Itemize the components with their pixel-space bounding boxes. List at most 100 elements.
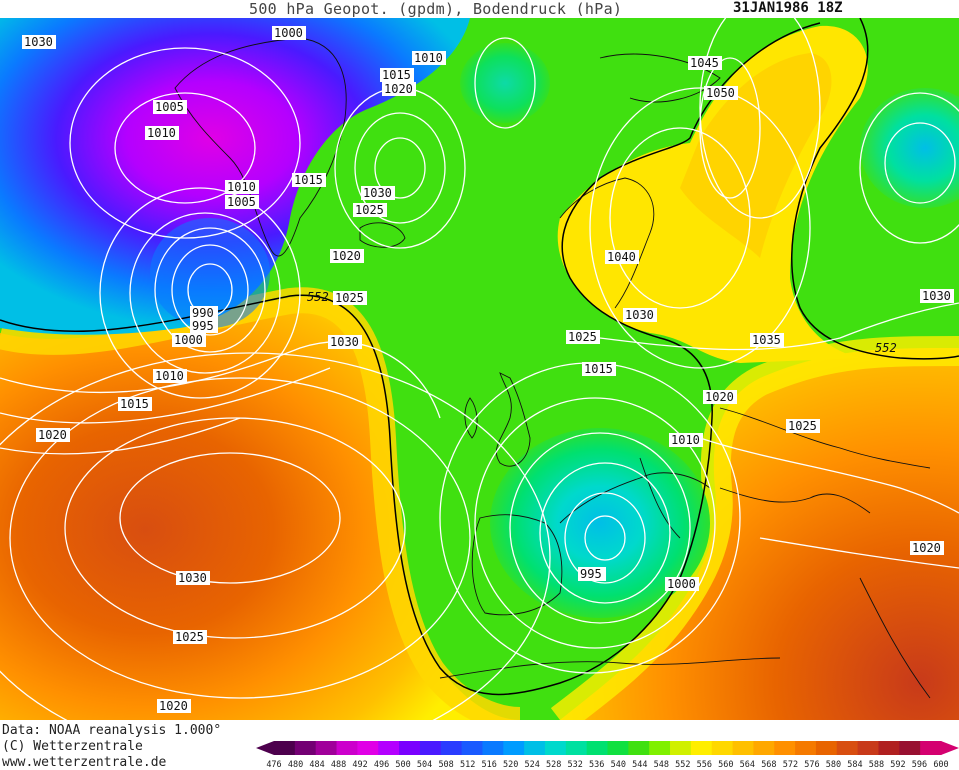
svg-text:1010: 1010 [227,180,256,194]
legend-tick-label: 576 [804,760,819,769]
label-1010-b: 1010 [225,180,259,194]
label-1025-atl: 1025 [173,630,207,644]
weather-map: 1030 1000 1010 1015 1020 1045 1050 1005 … [0,18,959,720]
southeast-warm [560,348,959,720]
svg-text:1025: 1025 [175,630,204,644]
map-header: 500 hPa Geopot. (gpdm), Bodendruck (hPa)… [0,0,959,18]
legend-swatch [565,741,588,755]
legend-tick-label: 592 [890,760,905,769]
legend-swatch [524,741,546,755]
legend-swatch [795,741,817,755]
label-1040: 1040 [605,250,639,264]
legend-tick-label: 496 [374,760,389,769]
map-title: 500 hPa Geopot. (gpdm), Bodendruck (hPa) [249,0,623,18]
northeast-low [860,88,959,208]
svg-text:1000: 1000 [174,333,203,347]
label-1025-e: 1025 [786,419,820,433]
label-1000-w: 1000 [172,333,206,347]
label-552-west: 552 [307,290,329,304]
legend-tick-label: 540 [611,760,626,769]
svg-text:1010: 1010 [414,51,443,65]
svg-text:1030: 1030 [922,289,951,303]
legend-tick-label: 492 [352,760,367,769]
legend-tick-label: 532 [568,760,583,769]
label-1020-c: 1020 [330,249,364,263]
label-1030-f: 1030 [328,335,362,349]
legend-arrow-right [941,741,959,755]
legend-swatch [399,741,421,755]
svg-text:1030: 1030 [24,35,53,49]
legend-swatch [670,741,692,755]
svg-text:1000: 1000 [667,577,696,591]
credit-copyright: (C) Wetterzentrale [2,739,143,754]
legend-arrow-left [256,741,274,755]
legend-swatch [899,741,921,755]
svg-text:1030: 1030 [330,335,359,349]
svg-text:995: 995 [580,567,602,581]
legend-swatch [274,741,296,755]
legend-swatch [753,741,775,755]
coastlines [174,37,931,699]
svg-text:1015: 1015 [120,397,149,411]
legend-swatch [336,741,358,755]
legend-tick-label: 528 [546,760,561,769]
isobars [0,18,959,720]
credit-data: Data: NOAA reanalysis 1.000° [2,723,222,738]
legend-tick-label: 536 [589,760,604,769]
legend-swatch [836,741,859,755]
label-1015-n: 1015 [380,68,414,82]
legend-tick-label: 600 [933,760,948,769]
label-1045: 1045 [688,56,722,70]
svg-text:1010: 1010 [147,126,176,140]
label-1050: 1050 [704,86,738,100]
label-1000-n: 1000 [272,26,306,40]
svg-text:1020: 1020 [705,390,734,404]
legend-swatch [357,741,379,755]
legend-tick-label: 560 [718,760,733,769]
svg-text:1000: 1000 [274,26,303,40]
legend-swatch [607,741,629,755]
svg-text:1010: 1010 [671,433,700,447]
label-1025-c: 1025 [353,203,387,217]
geopotential-labels: 552 552 [307,290,897,355]
map-date: 31JAN1986 18Z [733,0,843,16]
label-1015-f: 1015 [582,362,616,376]
legend-swatch [920,741,942,755]
svg-text:1005: 1005 [227,195,256,209]
legend-tick-label: 556 [697,760,712,769]
label-1025-f: 1025 [566,330,600,344]
svg-text:1045: 1045 [690,56,719,70]
svg-text:1015: 1015 [382,68,411,82]
label-1020-atl: 1020 [157,699,191,713]
legend-tick-label: 488 [331,760,346,769]
legend-swatch [711,741,734,755]
legend-swatch [482,741,504,755]
map-footer: Data: NOAA reanalysis 1.000° (C) Wetterz… [0,720,959,770]
credit-url[interactable]: www.wetterzentrale.de [2,755,167,770]
svg-text:1015: 1015 [294,173,323,187]
legend-tick-label: 588 [869,760,884,769]
pressure-labels: 1030 1000 1010 1015 1020 1045 1050 1005 … [22,26,954,713]
scandinavian-ridge-core [680,53,832,258]
svg-text:1030: 1030 [363,186,392,200]
greenland-low [150,218,270,328]
svg-text:1020: 1020 [38,428,67,442]
label-1005-b: 1005 [225,195,259,209]
svg-text:1030: 1030 [625,308,654,322]
legend-tick-label: 508 [438,760,453,769]
svg-text:995: 995 [192,319,214,333]
label-995-w: 995 [190,319,218,333]
legend-tick-label: 484 [309,760,324,769]
svg-text:1025: 1025 [568,330,597,344]
legend-swatch [628,741,650,755]
legend-tick-label: 512 [460,760,475,769]
legend-swatch [419,741,442,755]
label-1000-med: 1000 [665,577,699,591]
legend-tick-label: 544 [632,760,647,769]
iceland-low [460,43,550,123]
legend-tick-label: 596 [912,760,927,769]
label-1005-a: 1005 [153,100,187,114]
svg-text:990: 990 [192,306,214,320]
label-1030-atl: 1030 [176,571,210,585]
legend-tick-label: 584 [847,760,862,769]
